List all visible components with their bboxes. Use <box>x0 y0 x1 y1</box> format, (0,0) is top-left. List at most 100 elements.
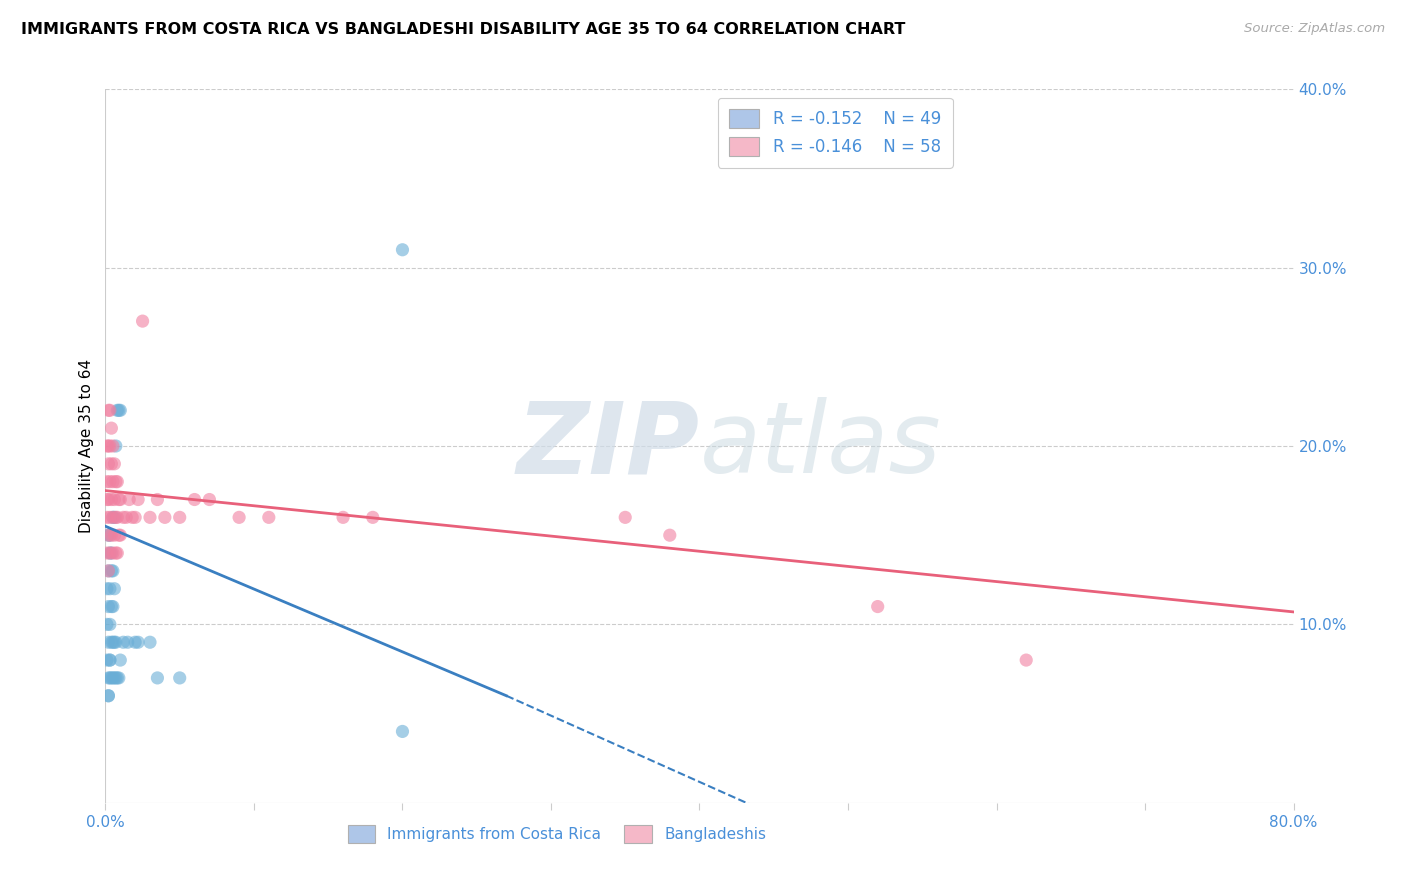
Point <box>100 635 122 649</box>
Point <box>103 582 125 596</box>
Point <box>153 510 176 524</box>
Text: atlas: atlas <box>700 398 941 494</box>
Point <box>97 528 120 542</box>
Point <box>97 439 120 453</box>
Point <box>101 510 124 524</box>
Point <box>121 510 143 524</box>
Point <box>228 510 250 524</box>
Point <box>131 314 153 328</box>
Point <box>97 564 120 578</box>
Point <box>1015 653 1038 667</box>
Point <box>100 564 122 578</box>
Point <box>110 403 132 417</box>
Point <box>169 510 191 524</box>
Point <box>146 671 169 685</box>
Point <box>332 510 354 524</box>
Point <box>101 671 124 685</box>
Point <box>614 510 637 524</box>
Point <box>112 510 135 524</box>
Point <box>97 564 120 578</box>
Point <box>96 510 118 524</box>
Point <box>124 510 146 524</box>
Point <box>105 671 128 685</box>
Point <box>183 492 205 507</box>
Point <box>98 653 121 667</box>
Point <box>101 439 124 453</box>
Point <box>98 510 121 524</box>
Point <box>97 492 120 507</box>
Point <box>101 635 124 649</box>
Point <box>101 475 124 489</box>
Point <box>127 635 149 649</box>
Point <box>96 582 118 596</box>
Point <box>98 439 121 453</box>
Point <box>101 546 124 560</box>
Point <box>104 546 127 560</box>
Text: Source: ZipAtlas.com: Source: ZipAtlas.com <box>1244 22 1385 36</box>
Point <box>103 492 125 507</box>
Point <box>98 617 121 632</box>
Point <box>97 403 120 417</box>
Point <box>98 528 121 542</box>
Point <box>96 617 118 632</box>
Point <box>100 492 122 507</box>
Point <box>391 724 413 739</box>
Point <box>96 475 118 489</box>
Point <box>98 403 121 417</box>
Point <box>139 635 162 649</box>
Point <box>104 671 127 685</box>
Point <box>101 564 124 578</box>
Point <box>257 510 280 524</box>
Point <box>198 492 221 507</box>
Point <box>391 243 413 257</box>
Y-axis label: Disability Age 35 to 64: Disability Age 35 to 64 <box>79 359 94 533</box>
Point <box>104 475 127 489</box>
Point <box>103 510 125 524</box>
Point <box>103 671 125 685</box>
Point <box>100 421 122 435</box>
Point <box>361 510 384 524</box>
Point <box>105 403 128 417</box>
Legend: Immigrants from Costa Rica, Bangladeshis: Immigrants from Costa Rica, Bangladeshis <box>342 819 772 848</box>
Point <box>169 671 191 685</box>
Point <box>104 439 127 453</box>
Point <box>100 546 122 560</box>
Point <box>98 475 121 489</box>
Point <box>124 635 146 649</box>
Point <box>105 546 128 560</box>
Point <box>98 653 121 667</box>
Point <box>108 528 131 542</box>
Point <box>96 492 118 507</box>
Point <box>108 671 131 685</box>
Point <box>110 653 132 667</box>
Point <box>117 635 139 649</box>
Point <box>658 528 681 542</box>
Point <box>96 546 118 560</box>
Point <box>108 403 131 417</box>
Point <box>112 635 135 649</box>
Point <box>127 492 149 507</box>
Point <box>98 582 121 596</box>
Point <box>97 528 120 542</box>
Point <box>104 635 127 649</box>
Point <box>96 439 118 453</box>
Point <box>97 599 120 614</box>
Point <box>103 635 125 649</box>
Point <box>103 457 125 471</box>
Point <box>98 546 121 560</box>
Point <box>97 635 120 649</box>
Point <box>100 671 122 685</box>
Point <box>98 671 121 685</box>
Point <box>108 492 131 507</box>
Point <box>139 510 162 524</box>
Point <box>103 528 125 542</box>
Point <box>104 510 127 524</box>
Point <box>101 510 124 524</box>
Point <box>118 492 141 507</box>
Point <box>97 689 120 703</box>
Point <box>100 528 122 542</box>
Point <box>98 546 121 560</box>
Point <box>96 653 118 667</box>
Point <box>146 492 169 507</box>
Point <box>101 599 124 614</box>
